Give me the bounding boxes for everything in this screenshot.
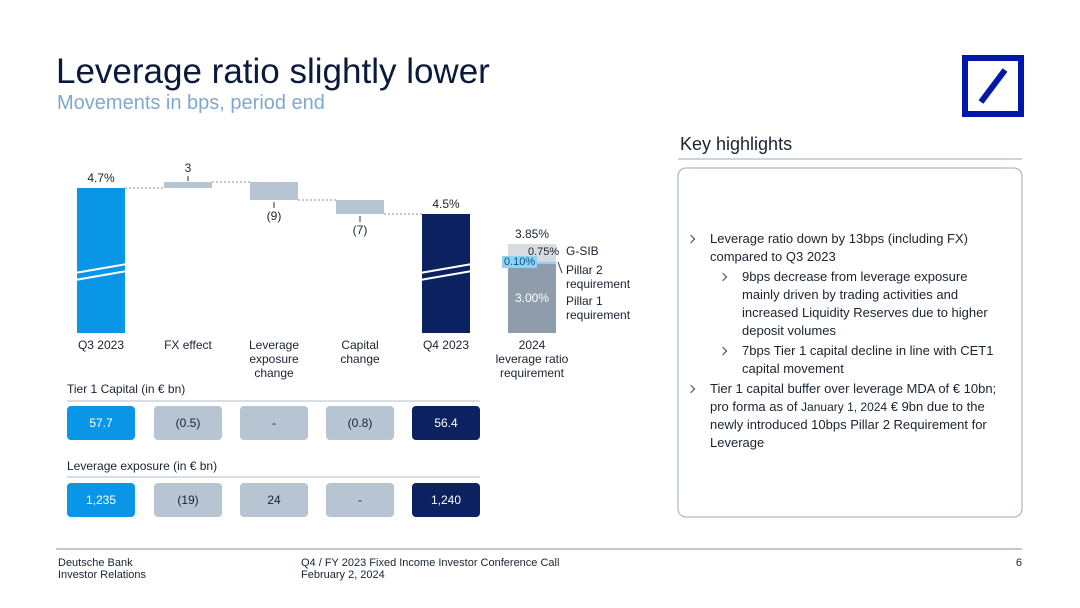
table-cell: (0.5) [154,406,222,440]
table-cell: (19) [154,483,222,517]
legend-label: Pillar 2 requirement [566,263,631,291]
value-label: 0.75% [528,245,560,258]
sub-bullet: 9bps decrease from leverage exposure mai… [718,268,1008,340]
bullet-text: January 1, 2024 [801,400,888,414]
axis-break [74,270,128,281]
footer-text: Q4 / FY 2023 Fixed Income Investor Confe… [301,557,560,569]
bar [77,188,125,333]
value-label: 3 [184,161,192,175]
highlights-title: Key highlights [680,134,793,154]
highlights: Leverage ratio down by 13bps (including … [686,230,1008,454]
value-label: 0.10% [502,256,538,269]
bullet: Leverage ratio down by 13bps (including … [686,230,1008,266]
x-tick-label: Q3 2023 [77,338,125,352]
table-cell: (0.8) [326,406,394,440]
table-title: Tier 1 Capital (in € bn) [67,382,186,396]
bullet-text: € 9bn due to the newly introduced 10bps … [710,399,987,450]
table-cell: 1,235 [67,483,135,517]
footer-text: Investor Relations [58,569,147,581]
value-label: 4.5% [432,197,460,211]
x-tick-label: 2024 leverage ratio requirement [495,338,569,380]
logo-slash [978,68,1008,104]
legend-label: G-SIB [566,244,599,258]
bar [164,182,212,188]
stack-segment [508,263,556,333]
highlights-box [677,167,1023,518]
total-label: 3.85% [514,227,550,242]
subtitle: Movements in bps, period end [57,92,325,114]
table-cell: 57.7 [67,406,135,440]
footer-text: Deutsche Bank [58,557,133,569]
value-label: (9) [266,209,282,223]
x-tick-label: Leverage exposure change [248,338,300,380]
bar [336,200,384,214]
table-cell: 1,240 [412,483,480,517]
bar [250,182,298,200]
bullet-text: Tier 1 capital buffer over leverage MDA … [710,381,997,414]
axis-break [419,270,473,281]
value-label: 4.7% [87,171,115,185]
logo [962,55,1024,117]
footer-text: February 2, 2024 [301,569,385,581]
axis-break [74,263,128,274]
legend-label: Pillar 1 requirement [566,294,631,322]
table-title: Leverage exposure (in € bn) [67,459,218,473]
table-cell: 56.4 [412,406,480,440]
bullet-text: Leverage ratio down by 13bps (including … [710,231,968,264]
x-tick-label: FX effect [164,338,212,352]
leader [557,261,563,274]
x-tick-label: Capital change [340,338,380,366]
table-cell: - [326,483,394,517]
value-label: 3.00% [514,291,550,306]
page-number: 6 [1015,557,1022,569]
bullet: Tier 1 capital buffer over leverage MDA … [686,380,1008,452]
x-tick-label: Q4 2023 [422,338,470,352]
axis-break [419,263,473,274]
title: Leverage ratio slightly lower [56,52,490,91]
table-cell: 24 [240,483,308,517]
sub-bullet: 7bps Tier 1 capital decline in line with… [718,342,1008,378]
table-cell: - [240,406,308,440]
value-label: (7) [352,223,368,237]
